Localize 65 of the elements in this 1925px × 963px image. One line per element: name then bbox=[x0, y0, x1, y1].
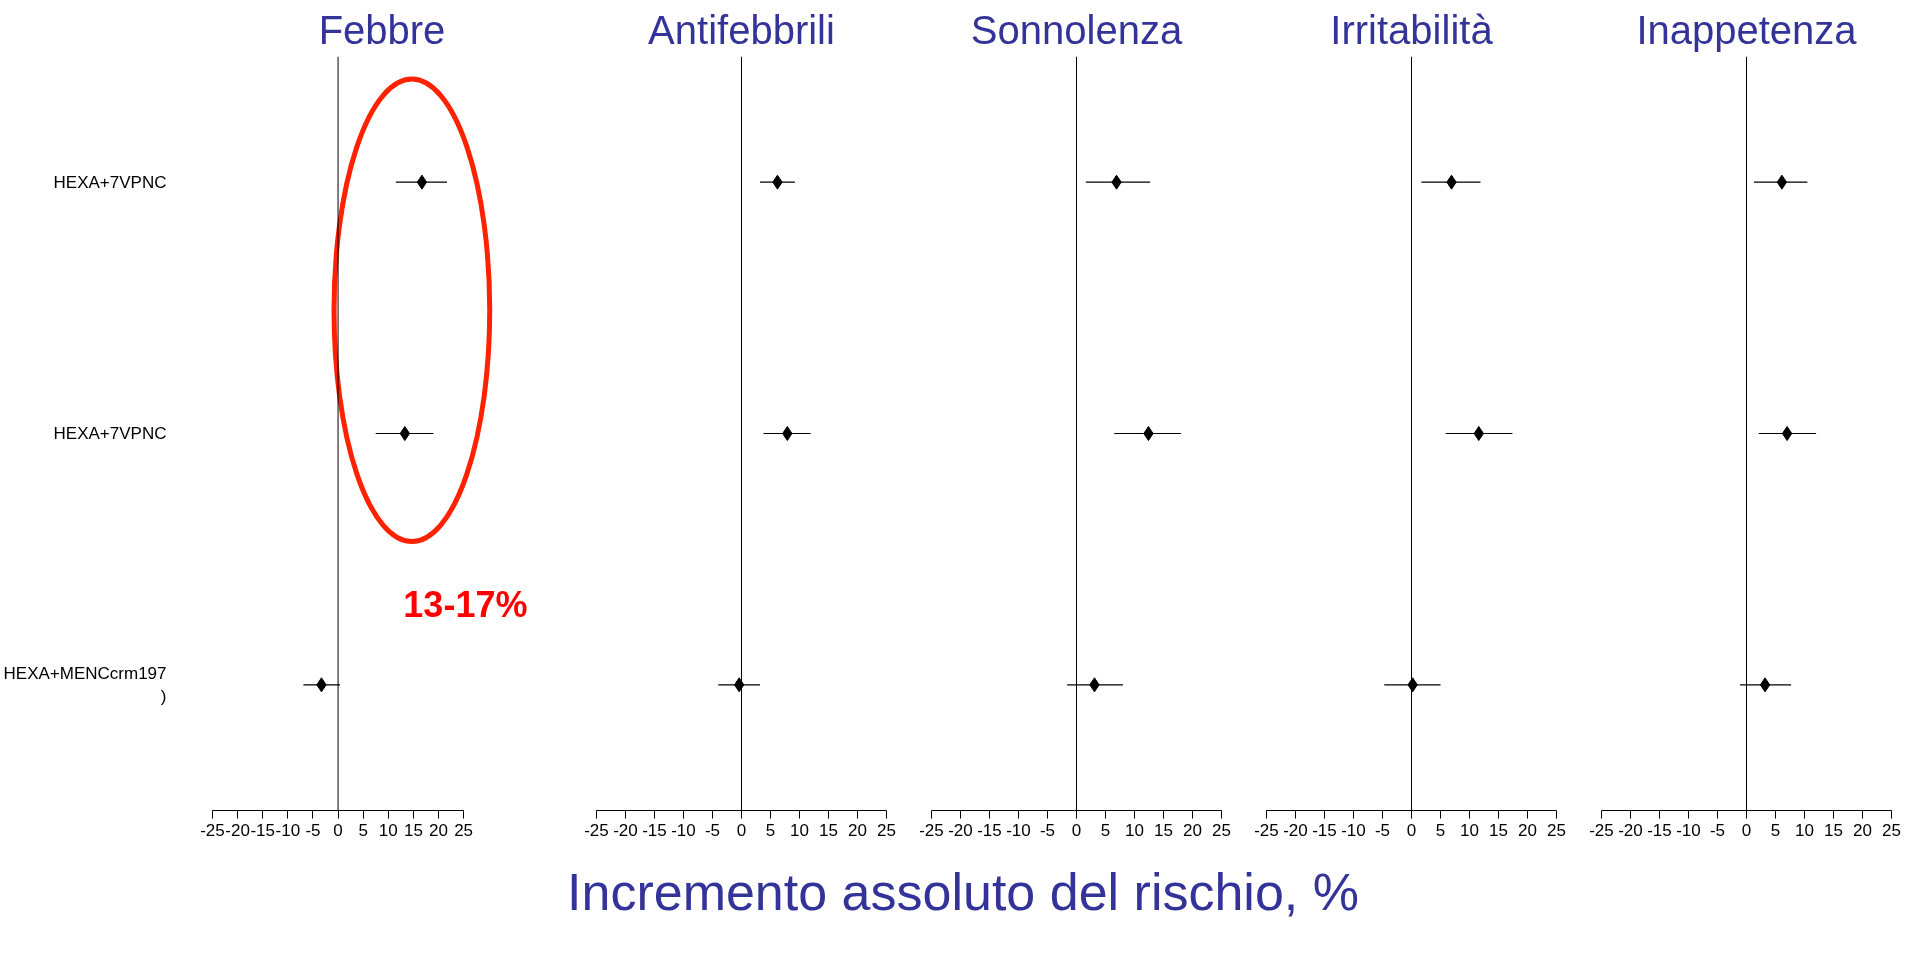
x-tick-label: -10 bbox=[671, 820, 696, 840]
x-tick-label: -5 bbox=[704, 820, 721, 840]
chart-title: Antifebbrili bbox=[648, 7, 835, 52]
x-axis-title: Incremento assoluto del rischio, % bbox=[567, 862, 1359, 923]
x-tick-label: -20 bbox=[1283, 820, 1308, 840]
x-tick-label: 15 bbox=[1824, 820, 1843, 840]
x-tick-label: 5 bbox=[1770, 820, 1781, 840]
y-tick-label: HEXA+7VPNC bbox=[53, 172, 167, 192]
y-tick-label: HEXA+MENCcrm197 ) bbox=[3, 663, 167, 706]
x-tick-label: 0 bbox=[1071, 820, 1082, 840]
x-tick-label: -20 bbox=[948, 820, 973, 840]
x-tick-label: -5 bbox=[1374, 820, 1391, 840]
x-tick-label: -25 bbox=[584, 820, 609, 840]
x-tick-label: 15 bbox=[819, 820, 838, 840]
x-tick-label: -15 bbox=[250, 820, 276, 840]
x-tick-label: 20 bbox=[1853, 820, 1872, 840]
y-tick-label: HEXA+7VPNC bbox=[53, 424, 167, 443]
x-tick-label: 15 bbox=[1489, 820, 1508, 840]
x-tick-label: -10 bbox=[1676, 820, 1701, 840]
x-tick-label: 10 bbox=[1795, 820, 1814, 840]
x-tick-label: 25 bbox=[877, 820, 896, 840]
chart-title: Febbre bbox=[318, 7, 446, 52]
x-tick-label: 25 bbox=[1547, 820, 1566, 840]
x-tick-label: 10 bbox=[1125, 820, 1144, 840]
x-tick-label: -15 bbox=[977, 820, 1002, 840]
x-tick-label: 10 bbox=[1460, 820, 1479, 840]
x-tick-label: 5 bbox=[765, 820, 776, 840]
chart-title: Sonnolenza bbox=[970, 7, 1183, 52]
x-tick-label: -25 bbox=[1589, 820, 1614, 840]
x-tick-label: -15 bbox=[1312, 820, 1337, 840]
x-tick-label: 10 bbox=[378, 820, 398, 840]
x-tick-label: 20 bbox=[429, 820, 448, 840]
x-tick-label: 15 bbox=[1154, 820, 1173, 840]
x-tick-label: 5 bbox=[1100, 820, 1111, 840]
x-tick-label: -25 bbox=[200, 820, 225, 840]
x-tick-label: -15 bbox=[1647, 820, 1672, 840]
x-tick-label: -20 bbox=[613, 820, 638, 840]
x-tick-label: -25 bbox=[919, 820, 944, 840]
x-tick-label: 25 bbox=[1212, 820, 1231, 840]
x-tick-label: -20 bbox=[225, 820, 250, 840]
chart-title: Irritabilità bbox=[1330, 7, 1494, 52]
x-tick-label: -20 bbox=[1618, 820, 1643, 840]
x-tick-label: 20 bbox=[1518, 820, 1537, 840]
x-tick-label: -10 bbox=[1006, 820, 1031, 840]
x-tick-label: -5 bbox=[1039, 820, 1056, 840]
chart-title: Inappetenza bbox=[1636, 7, 1858, 52]
x-tick-label: 25 bbox=[454, 820, 474, 840]
x-tick-label: 15 bbox=[403, 820, 423, 840]
x-tick-label: -5 bbox=[1709, 820, 1726, 840]
x-tick-label: -10 bbox=[275, 820, 301, 840]
x-tick-label: 10 bbox=[790, 820, 809, 840]
x-tick-label: -15 bbox=[642, 820, 667, 840]
x-tick-label: -10 bbox=[1341, 820, 1366, 840]
annotation: 13-17% bbox=[403, 583, 528, 625]
x-tick-label: 20 bbox=[1183, 820, 1202, 840]
x-tick-label: 20 bbox=[848, 820, 867, 840]
x-tick-label: 25 bbox=[1882, 820, 1901, 840]
x-tick-label: 0 bbox=[333, 820, 343, 840]
x-tick-label: 0 bbox=[1406, 820, 1417, 840]
x-tick-label: -5 bbox=[305, 820, 321, 840]
x-tick-label: 0 bbox=[1741, 820, 1752, 840]
x-tick-label: 5 bbox=[358, 820, 368, 840]
x-tick-label: 0 bbox=[736, 820, 747, 840]
x-tick-label: -25 bbox=[1254, 820, 1279, 840]
x-tick-label: 5 bbox=[1435, 820, 1446, 840]
